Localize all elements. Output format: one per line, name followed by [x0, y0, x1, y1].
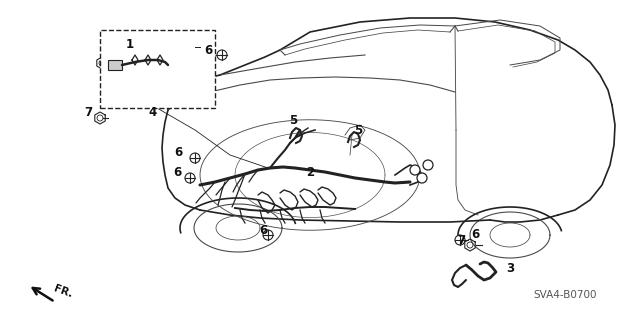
Circle shape	[217, 50, 227, 60]
Circle shape	[410, 165, 420, 175]
Circle shape	[190, 153, 200, 163]
Circle shape	[185, 173, 195, 183]
Text: SVA4-B0700: SVA4-B0700	[533, 290, 596, 300]
Circle shape	[99, 60, 105, 66]
Bar	[100, 30, 215, 108]
Text: 6: 6	[259, 224, 267, 236]
Circle shape	[195, 42, 205, 52]
Text: 6: 6	[173, 166, 181, 179]
Text: FR.: FR.	[52, 284, 74, 300]
Text: 2: 2	[306, 167, 314, 180]
Circle shape	[263, 230, 273, 240]
Text: 7: 7	[84, 107, 92, 120]
Text: 4: 4	[149, 106, 157, 118]
Text: 5: 5	[354, 123, 362, 137]
Circle shape	[97, 115, 103, 121]
Text: 6: 6	[174, 146, 182, 160]
Circle shape	[455, 235, 465, 245]
Text: 3: 3	[506, 262, 514, 275]
Text: 6: 6	[471, 228, 479, 241]
Circle shape	[417, 173, 427, 183]
Text: 7: 7	[457, 234, 465, 247]
Text: 1: 1	[126, 39, 134, 51]
Bar	[108, 60, 122, 70]
Circle shape	[423, 160, 433, 170]
Text: 6: 6	[204, 43, 212, 56]
Circle shape	[467, 242, 473, 248]
Text: 5: 5	[289, 114, 297, 127]
